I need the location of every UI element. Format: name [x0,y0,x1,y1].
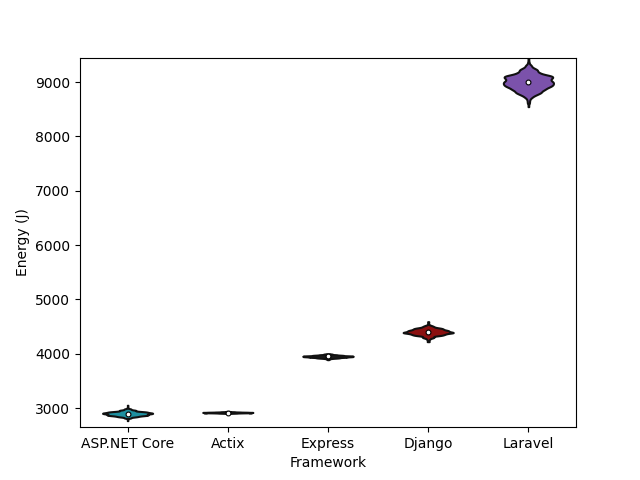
X-axis label: Framework: Framework [289,456,367,470]
Point [323,353,333,360]
Point [223,408,233,416]
Point [122,410,132,418]
Point [524,78,534,86]
Y-axis label: Energy (J): Energy (J) [15,208,29,276]
Point [423,328,433,336]
